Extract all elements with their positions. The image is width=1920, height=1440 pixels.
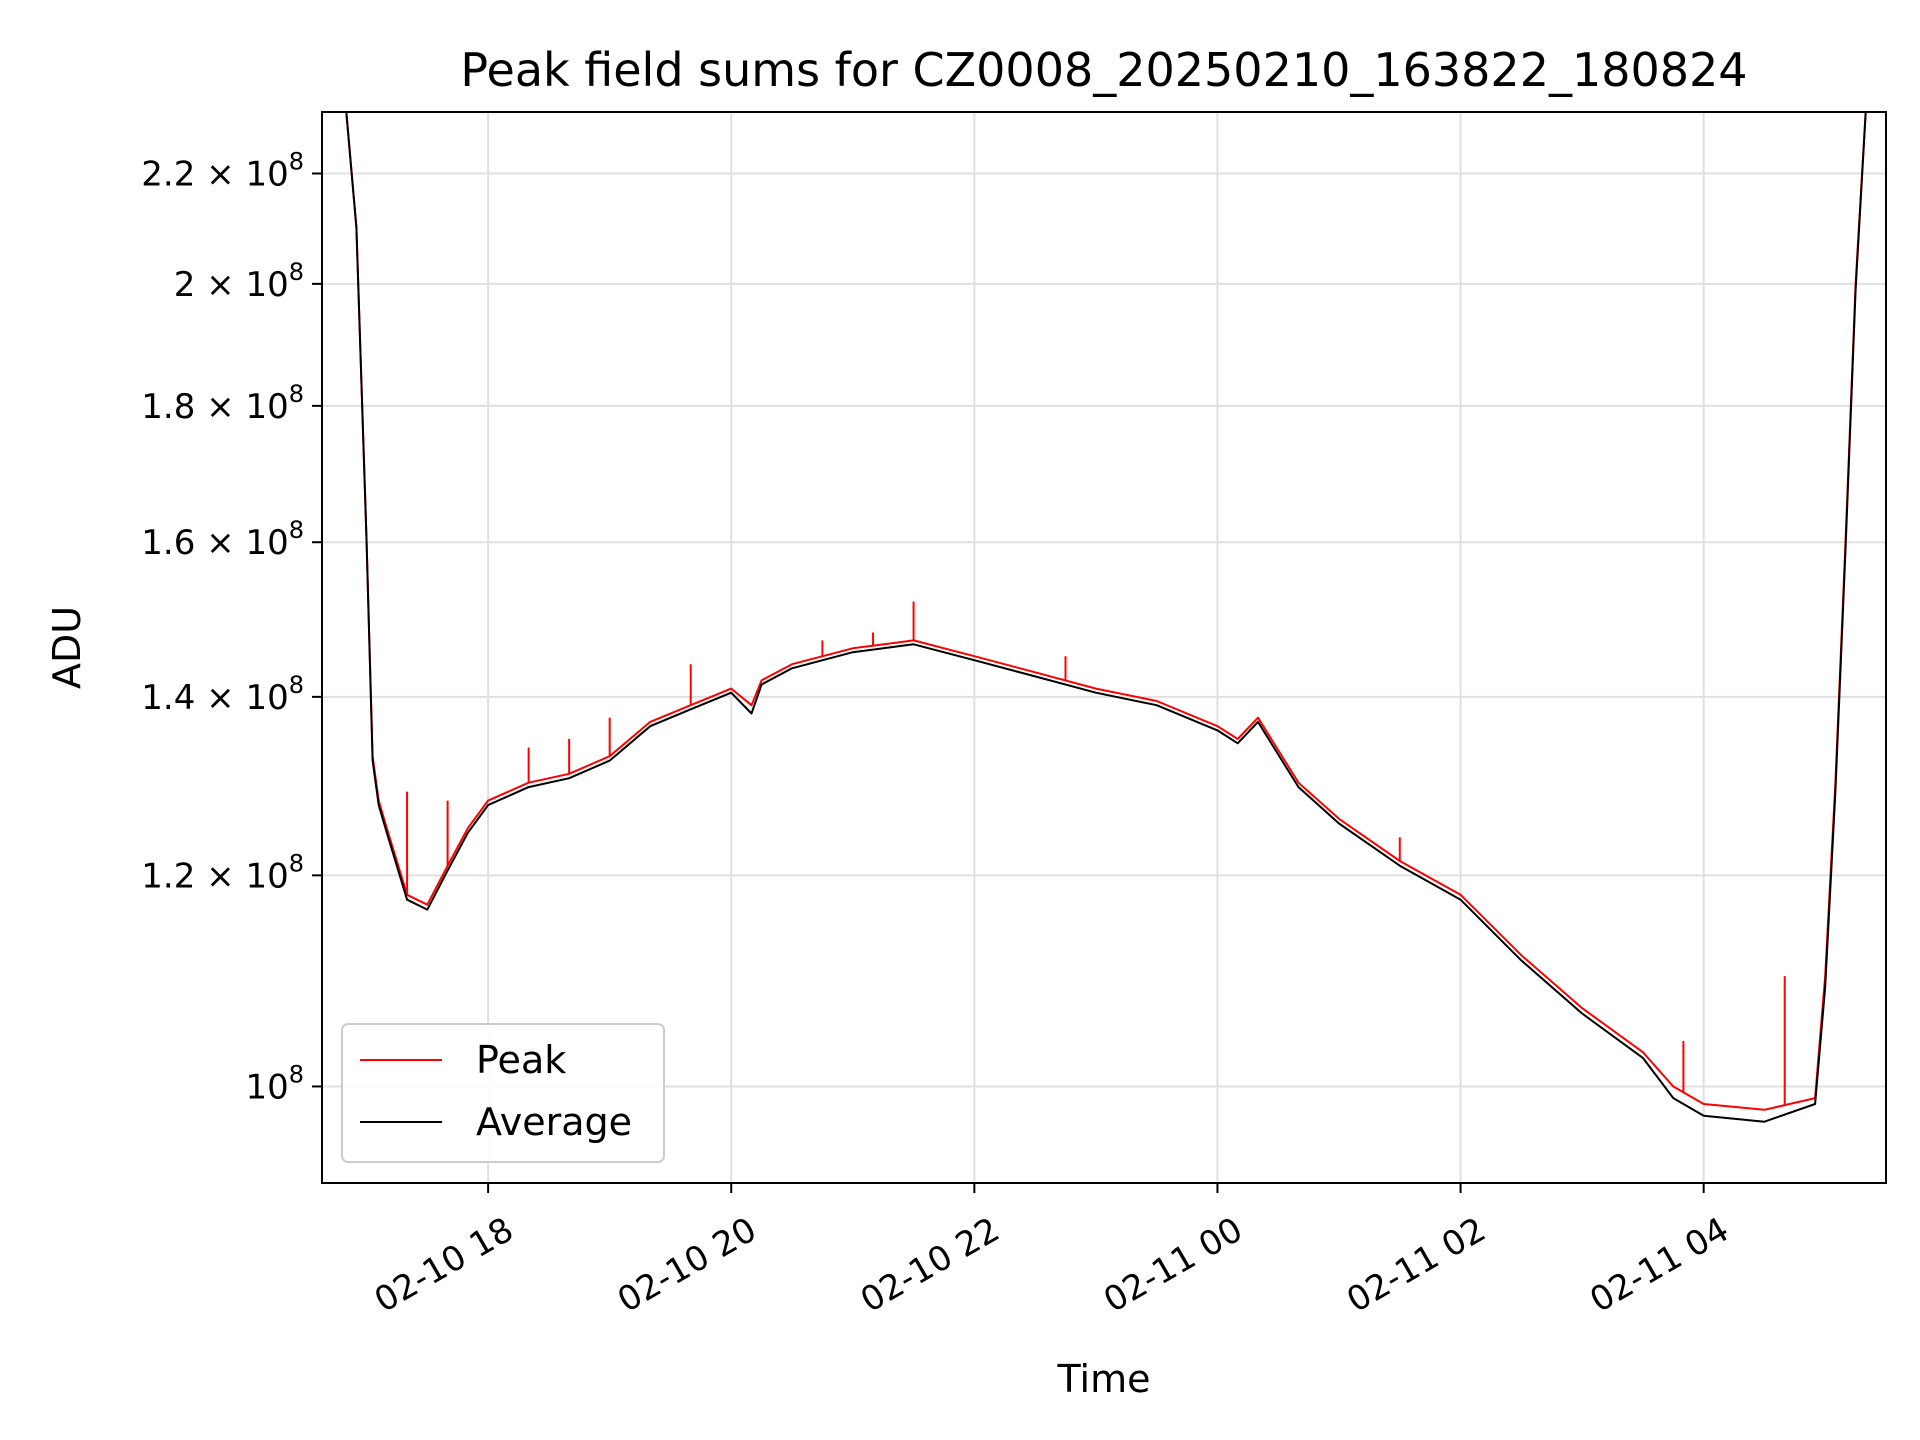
y-tick-label: 1.6 × 108 bbox=[141, 516, 304, 563]
plot-area bbox=[322, 112, 1886, 1123]
y-tick-label: 108 bbox=[245, 1060, 304, 1107]
y-tick-label: 1.2 × 108 bbox=[141, 849, 304, 896]
legend-label-peak: Peak bbox=[476, 1038, 566, 1082]
y-tick-label: 2 × 108 bbox=[174, 258, 304, 305]
axes-frame bbox=[321, 111, 1887, 1184]
legend: Peak Average bbox=[341, 1023, 665, 1163]
series-line-peak bbox=[322, 112, 1886, 1111]
chart-title: Peak field sums for CZ0008_20250210_1638… bbox=[460, 43, 1747, 97]
series-group bbox=[322, 112, 1886, 1123]
y-axis-label: ADU bbox=[45, 606, 89, 689]
legend-box bbox=[341, 1023, 665, 1163]
y-tick-label: 2.2 × 108 bbox=[141, 147, 304, 194]
y-axis: 108 1.2 × 108 1.4 × 108 1.6 × 108 1.8 × 108 2… bbox=[141, 147, 322, 1107]
grid bbox=[322, 112, 1886, 1183]
legend-label-average: Average bbox=[476, 1100, 632, 1144]
series-line-average bbox=[322, 112, 1886, 1123]
y-tick-label: 1.8 × 108 bbox=[141, 380, 304, 427]
x-axis-label: Time bbox=[1057, 1357, 1151, 1401]
y-tick-label: 1.4 × 108 bbox=[141, 671, 304, 718]
